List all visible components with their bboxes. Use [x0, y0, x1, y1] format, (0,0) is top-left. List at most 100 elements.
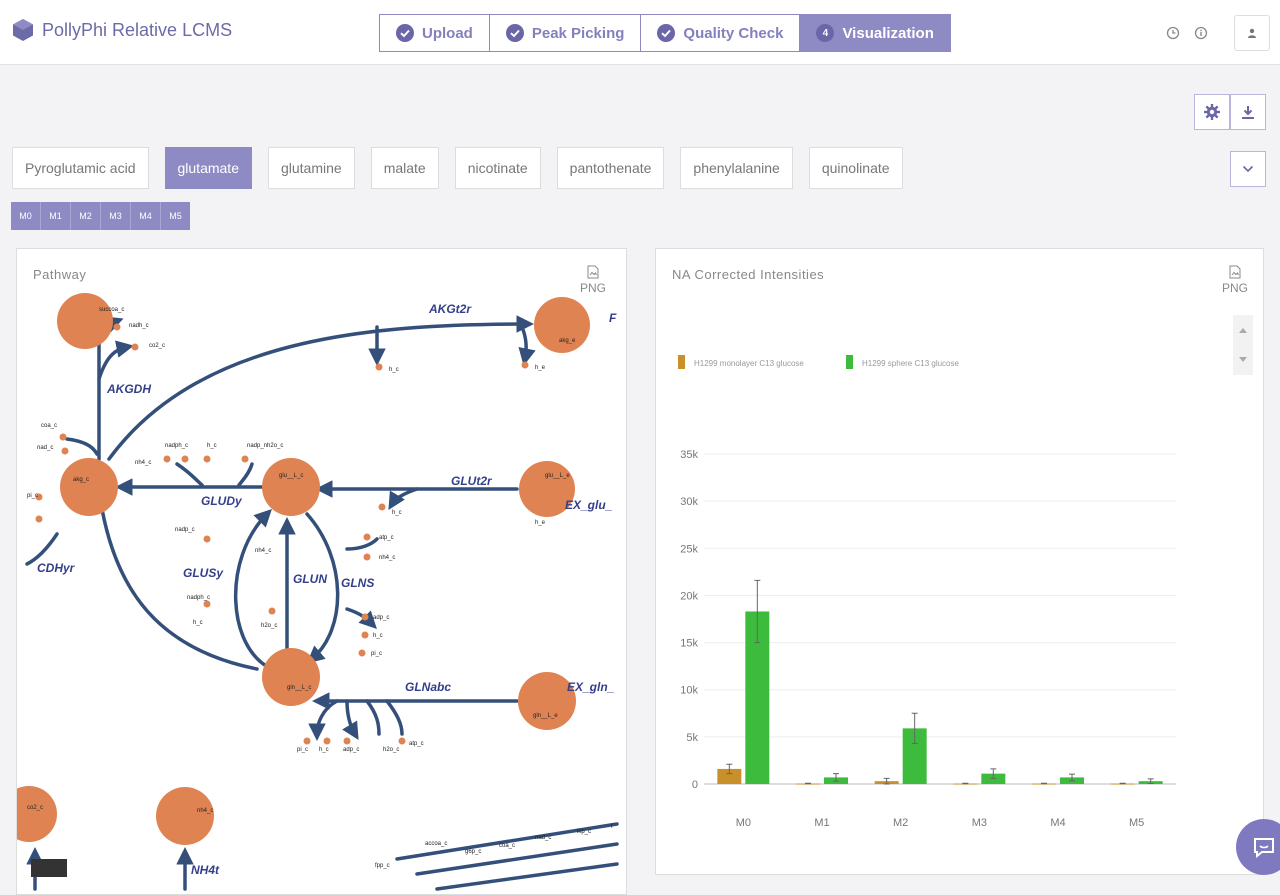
cofactor-node[interactable]	[398, 737, 406, 745]
cofactor-node[interactable]	[203, 535, 211, 543]
step-quality-check[interactable]: Quality Check	[640, 14, 800, 52]
metabolite-chip[interactable]: pantothenate	[556, 147, 665, 189]
isotopologue-toggle[interactable]: M5	[169, 211, 182, 221]
metabolite-selector: Pyroglutamic acid glutamate glutamine ma…	[12, 147, 903, 189]
brand[interactable]: PollyPhi Relative LCMS	[12, 18, 232, 42]
reaction-label[interactable]: GLNabc	[405, 680, 451, 694]
metabolite-chip[interactable]: glutamine	[267, 147, 355, 189]
isotopologue-toggle[interactable]: M4	[131, 202, 161, 230]
reaction-label[interactable]: GLUN	[293, 572, 327, 586]
legend-swatch	[678, 355, 685, 369]
cofactor-node[interactable]	[241, 455, 249, 463]
reaction-label[interactable]: AKGDH	[106, 382, 151, 396]
cofactor-node[interactable]	[113, 323, 121, 331]
error-bar	[962, 782, 969, 785]
cofactor-node[interactable]	[181, 455, 189, 463]
metabolite-node[interactable]	[57, 293, 113, 349]
reaction-label[interactable]: NH4t	[191, 863, 220, 877]
metabolite-node[interactable]	[60, 458, 118, 516]
metabolite-chip[interactable]: quinolinate	[808, 147, 903, 189]
metabolite-node[interactable]	[519, 461, 575, 517]
metabolite-node[interactable]	[518, 672, 576, 730]
metabolite-node[interactable]	[156, 787, 214, 845]
cofactor-node[interactable]	[35, 515, 43, 523]
reaction-label[interactable]: CDHyr	[37, 561, 76, 575]
isotopologue-toggle[interactable]: M2	[71, 202, 101, 230]
metabolite-node[interactable]	[534, 297, 590, 353]
download-button[interactable]	[1230, 94, 1266, 130]
metabolite-chip[interactable]: nicotinate	[454, 147, 541, 189]
chat-launcher-button[interactable]	[1236, 819, 1280, 875]
export-png-button[interactable]: PNG	[575, 265, 611, 301]
cofactor-node[interactable]	[203, 600, 211, 608]
reaction-label[interactable]: AKGt2r	[428, 302, 472, 316]
info-icon[interactable]	[1194, 26, 1208, 40]
isotopologue-toggle[interactable]: M1	[41, 202, 71, 230]
cofactor-node[interactable]	[378, 503, 386, 511]
reaction-label[interactable]: EX_gln_	[567, 680, 615, 694]
cofactor-node[interactable]	[131, 343, 139, 351]
caret-up-icon[interactable]	[1233, 321, 1253, 341]
metabolite-chip[interactable]: phenylalanine	[680, 147, 793, 189]
cofactor-node[interactable]	[521, 361, 529, 369]
export-png-button[interactable]: PNG	[1217, 265, 1253, 301]
cofactor-node[interactable]	[35, 493, 43, 501]
metabolite-label: akg_c	[73, 477, 89, 483]
caret-down-icon[interactable]	[1233, 349, 1253, 369]
step-visualization[interactable]: 4 Visualization	[799, 14, 951, 52]
metabolite-label: akg_e	[559, 338, 576, 344]
bar[interactable]	[717, 768, 742, 784]
reaction-label[interactable]: GLUDy	[201, 494, 243, 508]
reaction-label[interactable]: F	[609, 311, 617, 325]
pathway-map[interactable]: succoa_c nadh_c co2_c akg_e h_c h_e coa_…	[17, 249, 626, 894]
metabolite-label: h_c	[373, 633, 383, 639]
y-tick-label: 0	[692, 779, 698, 791]
reaction-label[interactable]: GLNS	[341, 576, 374, 590]
cofactor-node[interactable]	[61, 447, 69, 455]
metabolite-label: h_c	[392, 510, 402, 516]
x-tick-label: M4	[1050, 817, 1065, 829]
isotopologue-toggle[interactable]: M0	[11, 202, 41, 230]
metabolite-label: nadh_c	[129, 323, 149, 329]
history-icon[interactable]	[1166, 26, 1180, 40]
reaction-edge	[100, 507, 259, 671]
cofactor-node[interactable]	[203, 455, 211, 463]
user-menu-button[interactable]	[1234, 15, 1270, 51]
chevron-down-icon	[1242, 165, 1254, 173]
reaction-edge	[107, 315, 534, 461]
step-peak-picking[interactable]: Peak Picking	[488, 14, 641, 52]
cofactor-node[interactable]	[375, 363, 383, 371]
more-metabolites-button[interactable]	[1230, 151, 1266, 187]
step-upload[interactable]: Upload	[379, 14, 489, 52]
reaction-label[interactable]: GLUt2r	[451, 474, 493, 488]
cofactor-node[interactable]	[343, 737, 351, 745]
reaction-label[interactable]: GLUSy	[183, 566, 224, 580]
cofactor-node[interactable]	[323, 737, 331, 745]
legend-swatch	[31, 859, 67, 877]
metabolite-node[interactable]	[262, 458, 320, 516]
reaction-label[interactable]: EX_glu_	[565, 498, 613, 512]
metabolite-label: h_e	[535, 520, 546, 526]
isotopologue-toggle[interactable]: M3	[101, 202, 131, 230]
cofactor-node[interactable]	[361, 631, 369, 639]
cofactor-node[interactable]	[303, 737, 311, 745]
metabolite-label: f	[611, 824, 613, 830]
reaction-edge	[435, 862, 619, 891]
cofactor-node[interactable]	[363, 533, 371, 541]
cofactor-node[interactable]	[358, 649, 366, 657]
legend-scroll[interactable]	[1233, 315, 1253, 375]
cofactor-node[interactable]	[268, 607, 276, 615]
cofactor-node[interactable]	[59, 433, 67, 441]
settings-button[interactable]	[1194, 94, 1230, 130]
metabolite-chip[interactable]: Pyroglutamic acid	[12, 147, 149, 189]
cofactor-node[interactable]	[361, 613, 369, 621]
error-bar	[1119, 782, 1126, 785]
cofactor-node[interactable]	[363, 553, 371, 561]
check-circle-icon	[396, 24, 414, 42]
intensity-panel: NA Corrected Intensities PNG H1299 monol…	[655, 248, 1264, 875]
cofactor-node[interactable]	[163, 455, 171, 463]
metabolite-node[interactable]	[262, 648, 320, 706]
metabolite-node[interactable]	[17, 786, 57, 842]
metabolite-chip-selected[interactable]: glutamate	[164, 147, 252, 189]
metabolite-chip[interactable]: malate	[370, 147, 439, 189]
